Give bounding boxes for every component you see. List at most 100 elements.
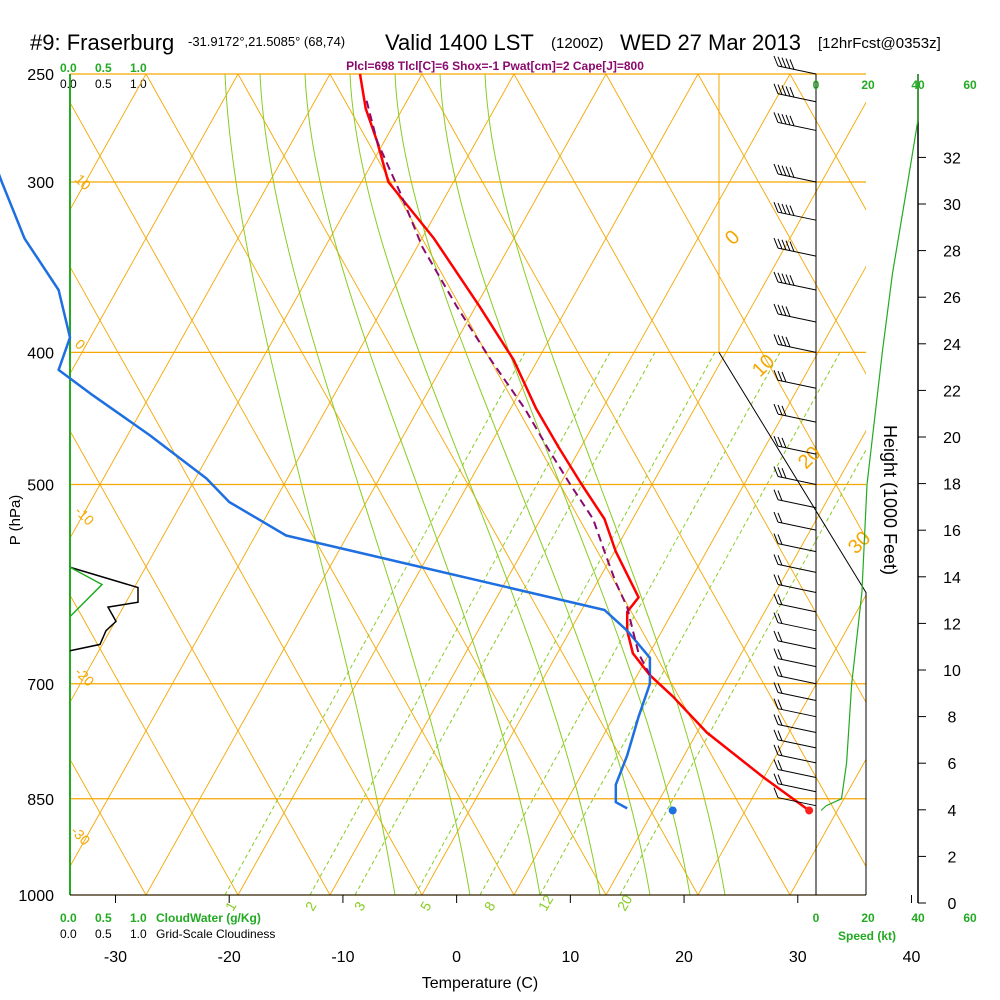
pressure-tick-label: 250	[27, 67, 54, 84]
speed-tick-label-bottom: 60	[963, 911, 977, 925]
wind-barb-flag	[781, 371, 787, 383]
cloud-scale-top: 0.0 0.5 1.0 0.0 0.5 1.0	[60, 61, 147, 91]
wind-barb-flag	[781, 437, 787, 449]
wind-barb	[777, 247, 817, 257]
wind-barb-flag	[773, 271, 779, 283]
x-tick-label: 30	[789, 949, 807, 966]
wind-barb	[777, 768, 817, 778]
wind-barb-flag	[773, 83, 779, 94]
moist-adiabat-line	[439, 74, 691, 895]
wind-barb-flag	[781, 165, 787, 176]
mixing-ratio-line	[224, 352, 526, 895]
chart-title-forecast: [12hrFcst@0353z]	[818, 35, 941, 52]
background-lines	[69, 73, 1000, 904]
wind-barb-flag	[777, 113, 783, 124]
wind-barb	[777, 754, 817, 764]
mixing-ratio-label: 3	[351, 899, 369, 914]
wind-barb	[777, 563, 817, 573]
wind-barb-flag	[781, 273, 787, 284]
wind-barb-flag	[773, 630, 779, 642]
height-tick-label: 16	[943, 523, 961, 540]
dry-adiabat-line	[70, 594, 239, 895]
wind-barb-flag	[777, 774, 783, 785]
wind-barb	[777, 445, 817, 455]
wind-barb-flag	[773, 112, 779, 123]
cloudwater-bottom-label: 1.0	[130, 911, 147, 925]
wind-barb	[777, 413, 817, 423]
pressure-tick-label: 1000	[18, 888, 54, 905]
wind-barb	[777, 65, 817, 75]
wind-barb-flag	[777, 575, 783, 586]
wind-barb	[777, 622, 817, 632]
height-tick-label: 22	[943, 383, 961, 400]
wind-barb-flag	[789, 167, 795, 178]
isotherm-line	[974, 74, 1000, 895]
cloud-scale-bottom: 0.0 0.5 1.0 CloudWater (g/Kg) 0.0 0.5 1.…	[60, 911, 275, 941]
dry-adiabat-label: 10	[748, 350, 779, 381]
mixing-ratio-line	[309, 352, 611, 895]
height-tick-label: 10	[943, 663, 961, 680]
wind-barb	[777, 476, 817, 485]
wind-barb-flag	[773, 533, 779, 544]
surface-temperature-marker	[805, 806, 814, 815]
speed-tick-label-bottom: 0	[813, 911, 820, 925]
moist-adiabat-line	[349, 74, 601, 895]
wind-barb-flag	[785, 240, 791, 251]
wind-barb-flag	[777, 490, 783, 501]
wind-barb	[777, 173, 817, 183]
wind-barb-flag	[777, 272, 783, 283]
cloudiness-top-label: 0.0	[60, 77, 77, 91]
wind-barb-flag	[785, 336, 791, 348]
wind-barb-flag	[777, 370, 783, 382]
speed-tick-label-bottom: 20	[861, 911, 875, 925]
wind-barb-flag	[777, 683, 783, 694]
cloud-top-label: 0.5	[95, 61, 112, 75]
chart-title-station: #9: Fraserburg	[30, 30, 174, 55]
wind-barb-flag	[777, 84, 783, 95]
height-tick-label: 18	[943, 477, 961, 494]
wind-barb-flag	[789, 115, 795, 127]
cloudiness-bottom-label: 0.5	[95, 927, 112, 941]
wind-barb-flag	[773, 403, 779, 415]
wind-barb	[777, 211, 817, 221]
stability-indices: Plcl=698 Tlcl[C]=6 Shox=-1 Pwat[cm]=2 Ca…	[346, 59, 644, 73]
chart-title-coords: -31.9172°,21.5085° (68,74)	[188, 34, 345, 49]
pressure-tick-label: 700	[27, 677, 54, 694]
wind-barb-flag	[777, 436, 783, 448]
cloud-profile	[69, 566, 139, 652]
wind-barb-flag	[773, 787, 779, 798]
y-axis-title: P (hPa)	[7, 495, 24, 546]
cloudwater-title: CloudWater (g/Kg)	[156, 911, 261, 925]
speed-tick-label-top: 0	[813, 78, 820, 92]
mixing-ratio-line	[539, 352, 841, 895]
moist-adiabat-line	[394, 74, 651, 895]
x-tick-label: 20	[675, 949, 693, 966]
wind-barb	[777, 603, 817, 613]
height-tick-label: 20	[943, 430, 961, 447]
wind-barb-flag	[789, 205, 795, 216]
wind-barb-flag	[773, 665, 779, 676]
dewpoint-line	[0, 173, 652, 810]
wind-barb	[777, 708, 817, 718]
wind-barb-flag	[773, 370, 779, 381]
wind-barb	[777, 783, 817, 793]
moist-adiabat-line	[304, 74, 541, 895]
cloudiness-bottom-label: 0.0	[60, 927, 77, 941]
wind-barb-flag	[773, 574, 779, 585]
mixing-ratio-line	[354, 352, 656, 895]
wind-barb-flag	[781, 335, 787, 347]
wind-barb	[777, 379, 817, 389]
wind-barb	[777, 499, 817, 509]
wind-barb-flag	[777, 404, 783, 416]
x-tick-label: 10	[561, 949, 579, 966]
wind-barb-flag	[773, 489, 779, 500]
wind-barb	[777, 739, 817, 749]
pressure-tick-label: 400	[27, 345, 54, 362]
wind-barb-flag	[777, 555, 783, 566]
wind-barb-flag	[773, 593, 779, 605]
dry-adiabat-line	[697, 74, 866, 375]
wind-barb	[777, 583, 817, 593]
speed-tick-label-top: 20	[861, 78, 875, 92]
cloudiness-bottom-label: 1.0	[130, 927, 147, 941]
